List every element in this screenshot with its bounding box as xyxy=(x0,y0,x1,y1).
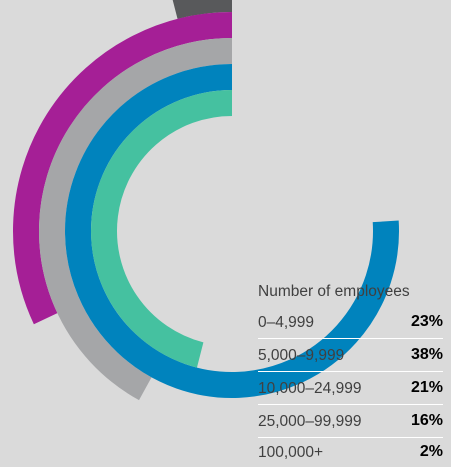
legend-item-5000-9999: 5,000–9,999 38% xyxy=(258,341,443,370)
legend-item-25000-99999: 25,000–99,999 16% xyxy=(258,407,443,436)
ring-0-4999 xyxy=(91,90,233,368)
ring-10000-24999 xyxy=(39,38,233,401)
legend-item-100000-plus: 100,000+ 2% xyxy=(258,438,443,467)
legend-label: 10,000–24,999 xyxy=(258,380,362,397)
legend-label: 5,000–9,999 xyxy=(258,347,345,364)
ring-5000-9999 xyxy=(65,64,399,398)
legend-value: 38% xyxy=(410,346,443,363)
legend-title: Number of employees xyxy=(258,283,410,300)
legend-value: 21% xyxy=(410,379,443,396)
ring-25000-99999 xyxy=(13,12,233,325)
legend-label: 25,000–99,999 xyxy=(258,413,362,430)
legend-value: 16% xyxy=(410,412,443,429)
legend-item-10000-24999: 10,000–24,999 21% xyxy=(258,374,443,403)
legend-label: 100,000+ xyxy=(258,444,324,461)
legend-value: 2% xyxy=(419,443,443,460)
legend-item-0-4999: 0–4,999 23% xyxy=(258,308,443,337)
legend-value: 23% xyxy=(410,313,443,330)
legend-label: 0–4,999 xyxy=(258,314,315,331)
legend-divider xyxy=(258,404,443,405)
legend-divider xyxy=(258,338,443,339)
legend-divider xyxy=(258,371,443,372)
legend-divider xyxy=(258,437,443,438)
ring-100000-plus xyxy=(172,0,233,19)
